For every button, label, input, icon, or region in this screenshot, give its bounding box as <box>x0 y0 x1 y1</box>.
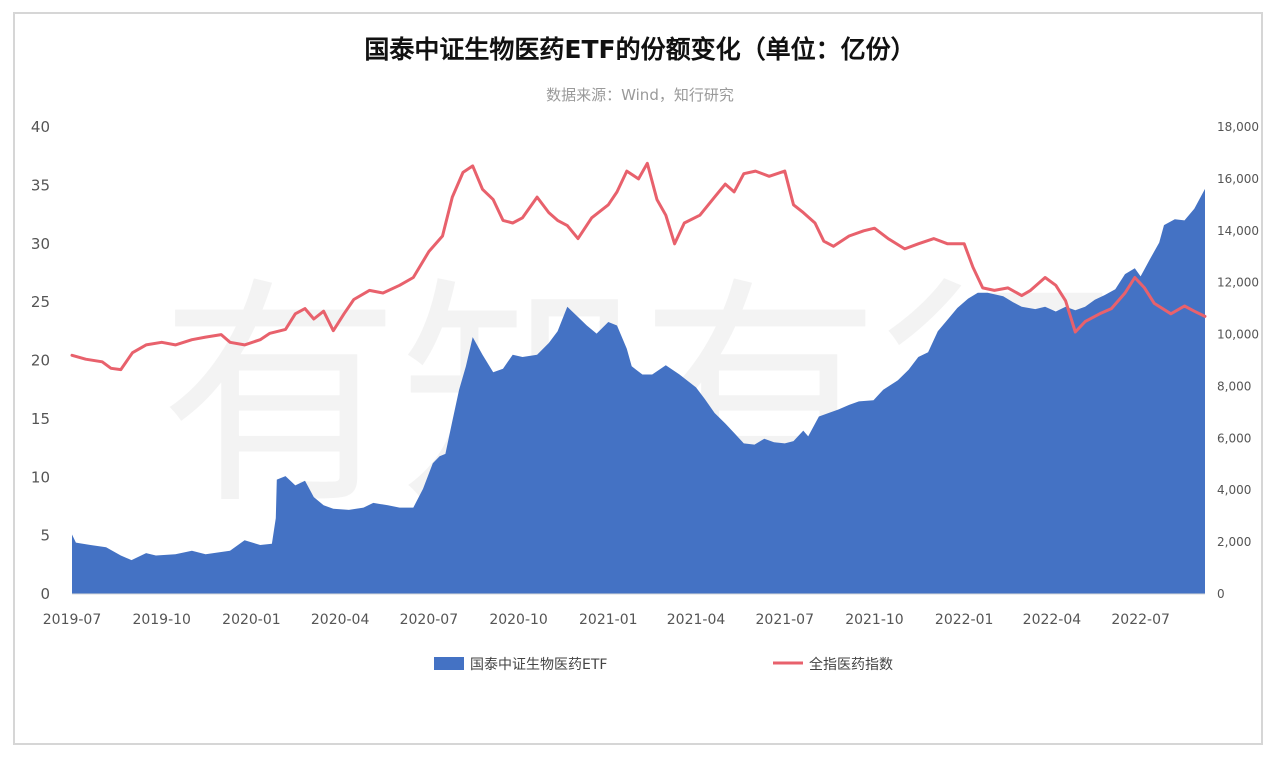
y-right-tick-label: 10,000 <box>1217 328 1259 342</box>
x-tick-label: 2022-04 <box>1023 612 1082 628</box>
x-tick-label: 2022-07 <box>1111 612 1170 628</box>
y-left-tick-label: 30 <box>31 235 50 253</box>
y-right-tick-label: 16,000 <box>1217 172 1259 186</box>
chart-subtitle: 数据来源：Wind，知行研究 <box>546 86 734 104</box>
x-tick-label: 2021-04 <box>667 612 726 628</box>
x-tick-label: 2022-01 <box>935 612 994 628</box>
y-right-tick-label: 0 <box>1217 587 1225 601</box>
legend-label-line: 全指医药指数 <box>809 656 893 673</box>
x-tick-label: 2020-10 <box>489 612 548 628</box>
x-tick-label: 2020-07 <box>400 612 459 628</box>
x-tick-label: 2021-07 <box>756 612 815 628</box>
y-left-tick-label: 40 <box>31 118 50 136</box>
y-right-tick-label: 8,000 <box>1217 379 1251 393</box>
x-tick-label: 2021-10 <box>845 612 904 628</box>
y-right-tick-label: 12,000 <box>1217 276 1259 290</box>
y-left-tick-label: 15 <box>31 410 50 428</box>
legend: 国泰中证生物医药ETF 全指医药指数 <box>434 656 893 673</box>
y-left-tick-label: 10 <box>31 468 50 486</box>
y-right-tick-label: 18,000 <box>1217 120 1259 134</box>
legend-label-area: 国泰中证生物医药ETF <box>470 657 607 673</box>
y-right-tick-label: 14,000 <box>1217 224 1259 238</box>
series-line-1 <box>70 161 1207 372</box>
x-tick-label: 2019-10 <box>132 612 191 628</box>
y-left-tick-label: 20 <box>31 352 50 370</box>
series-area-0 <box>72 188 1205 594</box>
y-left-tick-label: 35 <box>31 176 50 194</box>
area-series-layer <box>72 188 1205 594</box>
y-left-tick-label: 25 <box>31 293 50 311</box>
line-series-layer <box>70 161 1207 372</box>
legend-swatch-area <box>434 657 464 670</box>
y-right-tick-label: 2,000 <box>1217 535 1251 549</box>
chart-title: 国泰中证生物医药ETF的份额变化（单位：亿份） <box>364 35 916 64</box>
x-tick-label: 2019-07 <box>43 612 102 628</box>
axes-layer: 0 5 10 15 20 25 30 35 40 0 2,000 4,000 6,000 8,000 10,… <box>31 118 1259 628</box>
x-tick-label: 2021-01 <box>579 612 638 628</box>
y-right-tick-label: 4,000 <box>1217 483 1251 497</box>
y-right-tick-label: 6,000 <box>1217 431 1251 445</box>
x-tick-label: 2020-01 <box>222 612 281 628</box>
y-left-tick-label: 0 <box>40 585 50 603</box>
y-left-tick-label: 5 <box>40 527 50 545</box>
x-tick-label: 2020-04 <box>311 612 370 628</box>
